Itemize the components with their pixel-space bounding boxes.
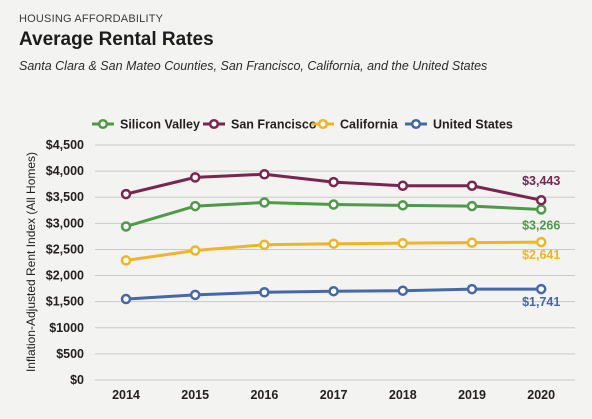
y-tick-label: $3,500 bbox=[46, 190, 84, 204]
end-value-label: $3,266 bbox=[522, 218, 560, 232]
end-value-label: $1,741 bbox=[522, 295, 560, 309]
data-point bbox=[189, 172, 201, 183]
y-tick-label: $2,000 bbox=[46, 269, 84, 283]
data-point bbox=[466, 180, 478, 191]
data-point bbox=[120, 221, 132, 232]
data-point bbox=[397, 200, 409, 211]
data-point bbox=[397, 180, 409, 191]
x-tick-label: 2016 bbox=[250, 388, 278, 402]
x-tick-label: 2018 bbox=[389, 388, 417, 402]
y-tick-label: $3,000 bbox=[46, 216, 84, 230]
data-point bbox=[466, 200, 478, 212]
y-axis-label: Inflation-Adjusted Rent Index (All Homes… bbox=[24, 152, 38, 372]
legend-swatch-marker bbox=[317, 118, 329, 130]
chart-subtitle: Santa Clara & San Mateo Counties, San Fr… bbox=[19, 59, 488, 73]
y-tick-label: $1,500 bbox=[46, 295, 84, 309]
legend-swatch-marker bbox=[410, 118, 422, 130]
legend-swatch-marker bbox=[208, 118, 220, 130]
data-point bbox=[259, 287, 270, 298]
legend-label: California bbox=[340, 118, 399, 132]
chart-title: Average Rental Rates bbox=[19, 29, 214, 50]
data-point bbox=[328, 238, 339, 249]
y-tick-label: $4,000 bbox=[46, 164, 84, 178]
data-point bbox=[466, 237, 478, 248]
data-point bbox=[328, 176, 339, 188]
legend-label: San Francisco bbox=[231, 118, 317, 132]
data-point bbox=[259, 239, 270, 250]
x-tick-label: 2015 bbox=[181, 388, 209, 402]
data-point bbox=[535, 204, 547, 215]
x-tick-label: 2017 bbox=[320, 388, 348, 402]
data-point bbox=[466, 283, 478, 295]
data-point bbox=[535, 236, 547, 248]
x-tick-label: 2014 bbox=[112, 388, 140, 402]
x-tick-labels: 2014 2015 2016 2017 2018 2019 2020 bbox=[112, 388, 555, 402]
gridlines bbox=[95, 144, 575, 381]
data-point bbox=[535, 194, 547, 206]
end-labels: $3,266 $3,443 $2,641 $1,741 bbox=[522, 174, 560, 309]
data-point bbox=[328, 285, 339, 297]
data-point bbox=[189, 245, 201, 256]
series-lines bbox=[120, 168, 547, 305]
chart-kicker: HOUSING AFFORDABILITY bbox=[19, 13, 164, 25]
data-point bbox=[189, 200, 201, 212]
y-tick-label: $0 bbox=[70, 373, 84, 387]
legend: Silicon Valley San Francisco California Uni… bbox=[92, 118, 513, 132]
data-point bbox=[189, 289, 201, 301]
data-point bbox=[120, 293, 132, 305]
end-value-label: $2,641 bbox=[522, 248, 560, 262]
data-point bbox=[120, 188, 132, 200]
x-tick-label: 2020 bbox=[527, 388, 555, 402]
data-point bbox=[535, 283, 547, 295]
y-tick-label: $4,500 bbox=[46, 138, 84, 152]
data-point bbox=[397, 237, 409, 249]
data-point bbox=[259, 168, 270, 180]
y-tick-label: $2,500 bbox=[46, 242, 84, 256]
y-tick-labels: $0 $500 $1000 $1,500 $2,000 $2,500 $3,000 $3,50… bbox=[46, 138, 84, 387]
data-point bbox=[328, 199, 339, 210]
legend-label: United States bbox=[433, 118, 513, 132]
data-point bbox=[397, 285, 409, 296]
legend-swatch-marker bbox=[97, 118, 109, 130]
legend-label: Silicon Valley bbox=[120, 118, 200, 132]
data-point bbox=[120, 255, 132, 266]
end-value-label: $3,443 bbox=[522, 174, 560, 188]
y-tick-label: $500 bbox=[56, 347, 84, 361]
data-point bbox=[259, 197, 270, 208]
x-tick-label: 2019 bbox=[458, 388, 486, 402]
y-tick-label: $1000 bbox=[49, 321, 84, 335]
